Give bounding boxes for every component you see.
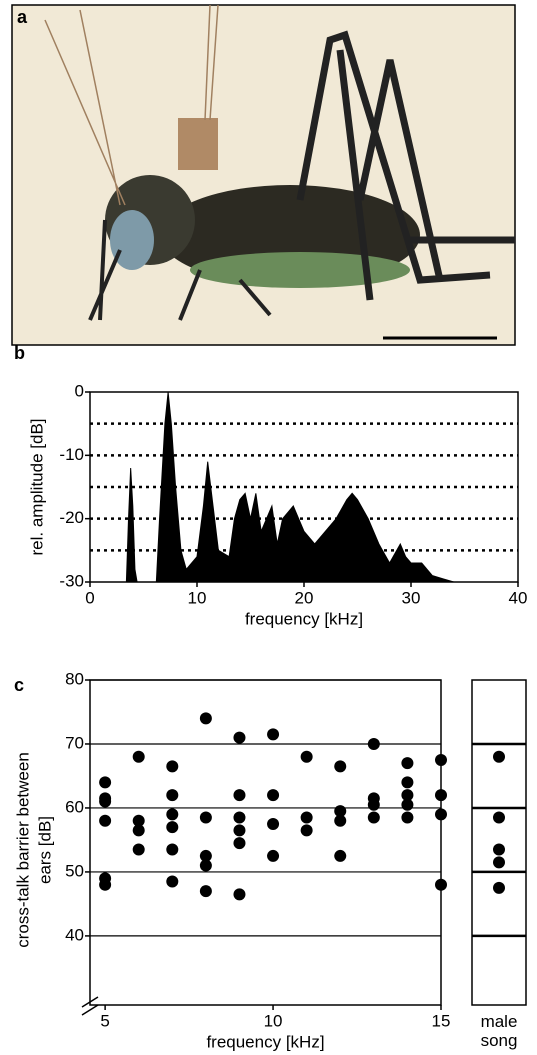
photo bbox=[11, 4, 516, 346]
data-point bbox=[166, 875, 179, 888]
data-point bbox=[267, 789, 280, 802]
y-tick-label: 0 bbox=[75, 381, 84, 400]
y-tick-label: -10 bbox=[59, 445, 84, 464]
data-point bbox=[233, 888, 246, 901]
data-point bbox=[300, 811, 313, 824]
data-point bbox=[166, 789, 179, 802]
data-point bbox=[401, 776, 414, 789]
panel-label: a bbox=[17, 7, 28, 27]
data-point bbox=[233, 837, 246, 850]
data-point bbox=[233, 789, 246, 802]
plot-frame bbox=[471, 679, 527, 1006]
y-axis-label: ears [dB] bbox=[35, 816, 54, 884]
data-point bbox=[132, 750, 145, 763]
data-point bbox=[233, 824, 246, 837]
data-point bbox=[300, 824, 313, 837]
panel-label: b bbox=[14, 343, 25, 363]
y-axis-label: cross-talk barrier between bbox=[13, 752, 32, 948]
x-tick-label: 30 bbox=[402, 588, 421, 607]
y-tick-label: 80 bbox=[65, 669, 84, 688]
data-point bbox=[401, 789, 414, 802]
data-point bbox=[199, 885, 212, 898]
y-tick-label: -30 bbox=[59, 571, 84, 590]
data-point bbox=[199, 712, 212, 725]
spectrum-area bbox=[90, 391, 518, 583]
data-point bbox=[233, 731, 246, 744]
data-point bbox=[99, 878, 112, 891]
data-point bbox=[300, 750, 313, 763]
category-label: male song bbox=[480, 1012, 518, 1050]
x-axis-label: frequency [kHz] bbox=[245, 609, 363, 628]
data-point bbox=[493, 843, 505, 856]
data-point bbox=[401, 811, 414, 824]
data-point bbox=[367, 811, 380, 824]
data-point bbox=[132, 843, 145, 856]
x-tick-label: 40 bbox=[509, 588, 528, 607]
x-tick-label: 15 bbox=[432, 1011, 451, 1030]
x-tick-label: 20 bbox=[295, 588, 314, 607]
data-point bbox=[334, 849, 347, 862]
y-axis-label: rel. amplitude [dB] bbox=[27, 418, 46, 555]
x-tick-label: 0 bbox=[85, 588, 94, 607]
data-point bbox=[166, 808, 179, 821]
y-tick-label: 70 bbox=[65, 733, 84, 752]
data-point bbox=[99, 795, 112, 808]
data-point bbox=[166, 843, 179, 856]
data-point bbox=[493, 856, 505, 869]
data-point bbox=[267, 817, 280, 830]
data-point bbox=[334, 805, 347, 818]
data-point bbox=[233, 811, 246, 824]
data-point bbox=[99, 814, 112, 827]
data-point bbox=[493, 750, 505, 763]
data-point bbox=[166, 821, 179, 834]
data-point bbox=[367, 737, 380, 750]
x-tick-label: 10 bbox=[188, 588, 207, 607]
data-point bbox=[401, 798, 414, 811]
x-tick-label: 5 bbox=[100, 1011, 109, 1030]
data-point bbox=[267, 849, 280, 862]
data-point bbox=[435, 808, 447, 821]
data-point bbox=[267, 728, 280, 741]
data-point bbox=[132, 824, 145, 837]
data-point bbox=[493, 811, 505, 824]
axis-break bbox=[81, 996, 99, 1016]
data-point bbox=[99, 776, 112, 789]
data-point bbox=[166, 760, 179, 773]
y-tick-label: -20 bbox=[59, 508, 84, 527]
y-tick-label: 60 bbox=[65, 797, 84, 816]
data-point bbox=[199, 811, 212, 824]
data-point bbox=[334, 760, 347, 773]
data-point bbox=[401, 757, 414, 770]
data-point bbox=[334, 814, 347, 827]
y-tick-label: 40 bbox=[65, 925, 84, 944]
data-point bbox=[199, 849, 212, 862]
data-point bbox=[435, 789, 447, 802]
x-axis-label: frequency [kHz] bbox=[206, 1032, 324, 1051]
data-point bbox=[435, 878, 447, 891]
data-point bbox=[367, 798, 380, 811]
x-tick-label: 10 bbox=[264, 1011, 283, 1030]
data-point bbox=[199, 859, 212, 872]
data-point bbox=[493, 881, 505, 894]
data-point bbox=[132, 814, 145, 827]
y-tick-label: 50 bbox=[65, 861, 84, 880]
panel-label: c bbox=[14, 675, 24, 695]
data-point bbox=[435, 753, 447, 766]
plot-frame bbox=[89, 679, 442, 1006]
